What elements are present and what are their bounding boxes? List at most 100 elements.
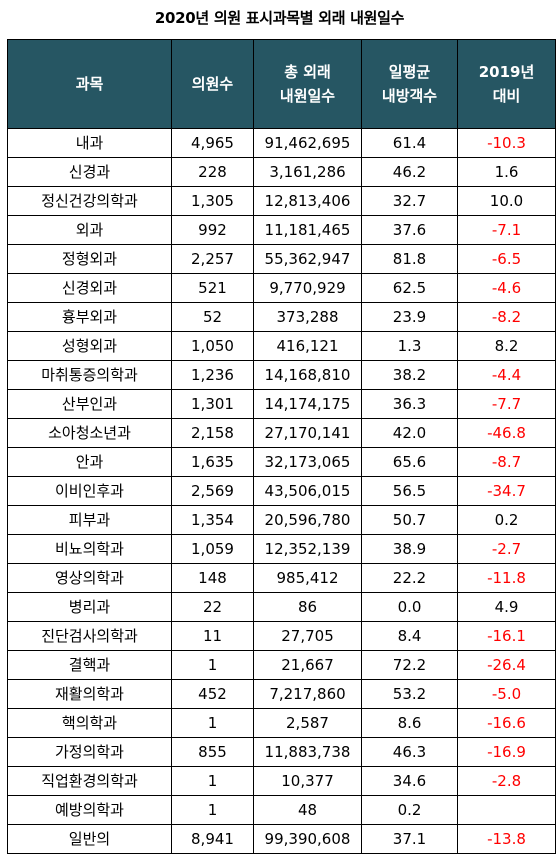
cell-vs2019: -8.7 xyxy=(457,447,556,477)
table-title: 2020년 의원 표시과목별 외래 내원일수 xyxy=(154,9,405,27)
cell-clinics: 8,941 xyxy=(171,824,254,854)
cell-vs2019: -4.6 xyxy=(457,273,556,303)
cell-daily-avg: 38.9 xyxy=(361,534,458,564)
cell-vs2019: -11.8 xyxy=(457,563,556,593)
cell-vs2019: -2.7 xyxy=(457,534,556,564)
cell-total-days: 27,705 xyxy=(253,621,362,651)
cell-total-days: 373,288 xyxy=(253,302,362,332)
cell-vs2019: -16.9 xyxy=(457,737,556,767)
cell-subject: 소아청소년과 xyxy=(7,418,172,448)
header-daily-avg-line-1: 일평균 xyxy=(388,63,431,81)
cell-vs2019 xyxy=(457,795,556,825)
cell-clinics: 521 xyxy=(171,273,254,303)
table-row: 마취통증의학과 1,236 14,168,810 38.2 -4.4 xyxy=(7,360,556,390)
cell-clinics: 1,059 xyxy=(171,534,254,564)
cell-vs2019: -7.7 xyxy=(457,389,556,419)
table-row: 영상의학과 148 985,412 22.2 -11.8 xyxy=(7,563,556,593)
cell-clinics: 2,569 xyxy=(171,476,254,506)
header-subject-line: 과목 xyxy=(75,75,104,93)
table-row: 외과 992 11,181,465 37.6 -7.1 xyxy=(7,215,556,245)
header-vs2019-line-1: 2019년 xyxy=(478,63,535,81)
cell-clinics: 148 xyxy=(171,563,254,593)
cell-total-days: 43,506,015 xyxy=(253,476,362,506)
cell-total-days: 12,813,406 xyxy=(253,186,362,216)
cell-subject: 일반의 xyxy=(7,824,172,854)
header-total-days: 총 외래 내원일수 xyxy=(253,39,362,129)
cell-clinics: 228 xyxy=(171,157,254,187)
cell-daily-avg: 0.2 xyxy=(361,795,458,825)
header-clinics-line: 의원수 xyxy=(191,75,234,93)
cell-clinics: 1,354 xyxy=(171,505,254,535)
cell-total-days: 11,181,465 xyxy=(253,215,362,245)
table-row: 산부인과 1,301 14,174,175 36.3 -7.7 xyxy=(7,389,556,419)
cell-subject: 직업환경의학과 xyxy=(7,766,172,796)
cell-subject: 가정의학과 xyxy=(7,737,172,767)
table-row: 직업환경의학과 1 10,377 34.6 -2.8 xyxy=(7,766,556,796)
header-total-days-line-2: 내원일수 xyxy=(279,87,336,105)
cell-vs2019: 10.0 xyxy=(457,186,556,216)
cell-total-days: 21,667 xyxy=(253,650,362,680)
cell-daily-avg: 1.3 xyxy=(361,331,458,361)
cell-vs2019: -34.7 xyxy=(457,476,556,506)
cell-subject: 결핵과 xyxy=(7,650,172,680)
cell-total-days: 48 xyxy=(253,795,362,825)
cell-daily-avg: 56.5 xyxy=(361,476,458,506)
cell-subject: 외과 xyxy=(7,215,172,245)
header-vs2019-line-2: 대비 xyxy=(492,87,521,105)
cell-subject: 정신건강의학과 xyxy=(7,186,172,216)
cell-vs2019: -16.1 xyxy=(457,621,556,651)
table-row: 성형외과 1,050 416,121 1.3 8.2 xyxy=(7,331,556,361)
cell-vs2019: 4.9 xyxy=(457,592,556,622)
cell-clinics: 52 xyxy=(171,302,254,332)
cell-daily-avg: 61.4 xyxy=(361,128,458,158)
cell-clinics: 1 xyxy=(171,795,254,825)
cell-total-days: 10,377 xyxy=(253,766,362,796)
cell-daily-avg: 46.3 xyxy=(361,737,458,767)
cell-subject: 병리과 xyxy=(7,592,172,622)
cell-daily-avg: 81.8 xyxy=(361,244,458,274)
cell-daily-avg: 22.2 xyxy=(361,563,458,593)
table-row: 가정의학과 855 11,883,738 46.3 -16.9 xyxy=(7,737,556,767)
header-total-days-line-1: 총 외래 xyxy=(284,63,331,81)
cell-total-days: 91,462,695 xyxy=(253,128,362,158)
cell-daily-avg: 53.2 xyxy=(361,679,458,709)
cell-vs2019: -46.8 xyxy=(457,418,556,448)
cell-total-days: 2,587 xyxy=(253,708,362,738)
table-row: 안과 1,635 32,173,065 65.6 -8.7 xyxy=(7,447,556,477)
table-row: 이비인후과 2,569 43,506,015 56.5 -34.7 xyxy=(7,476,556,506)
cell-total-days: 14,168,810 xyxy=(253,360,362,390)
header-row: 과목 의원수 총 외래 내원일수 일평균 내방객수 2019년 대비 xyxy=(7,39,556,129)
cell-clinics: 22 xyxy=(171,592,254,622)
cell-vs2019: -10.3 xyxy=(457,128,556,158)
cell-subject: 흉부외과 xyxy=(7,302,172,332)
table-row: 내과 4,965 91,462,695 61.4 -10.3 xyxy=(7,128,556,158)
table-row: 결핵과 1 21,667 72.2 -26.4 xyxy=(7,650,556,680)
cell-subject: 재활의학과 xyxy=(7,679,172,709)
cell-daily-avg: 32.7 xyxy=(361,186,458,216)
cell-daily-avg: 0.0 xyxy=(361,592,458,622)
table-row: 신경과 228 3,161,286 46.2 1.6 xyxy=(7,157,556,187)
cell-clinics: 452 xyxy=(171,679,254,709)
table-body: 내과 4,965 91,462,695 61.4 -10.3 신경과 228 3,161,28… xyxy=(7,128,556,854)
cell-total-days: 3,161,286 xyxy=(253,157,362,187)
cell-daily-avg: 36.3 xyxy=(361,389,458,419)
cell-vs2019: 0.2 xyxy=(457,505,556,535)
cell-clinics: 1,050 xyxy=(171,331,254,361)
cell-clinics: 1,236 xyxy=(171,360,254,390)
cell-daily-avg: 37.6 xyxy=(361,215,458,245)
table-row: 정신건강의학과 1,305 12,813,406 32.7 10.0 xyxy=(7,186,556,216)
cell-total-days: 416,121 xyxy=(253,331,362,361)
cell-daily-avg: 37.1 xyxy=(361,824,458,854)
cell-vs2019: -7.1 xyxy=(457,215,556,245)
cell-total-days: 12,352,139 xyxy=(253,534,362,564)
table-row: 정형외과 2,257 55,362,947 81.8 -6.5 xyxy=(7,244,556,274)
cell-vs2019: -2.8 xyxy=(457,766,556,796)
cell-subject: 피부과 xyxy=(7,505,172,535)
cell-total-days: 14,174,175 xyxy=(253,389,362,419)
outpatient-visits-table: 과목 의원수 총 외래 내원일수 일평균 내방객수 2019년 대비 xyxy=(7,39,556,854)
cell-clinics: 1,301 xyxy=(171,389,254,419)
cell-clinics: 1,305 xyxy=(171,186,254,216)
cell-subject: 핵의학과 xyxy=(7,708,172,738)
cell-vs2019: -13.8 xyxy=(457,824,556,854)
table-row: 일반의 8,941 99,390,608 37.1 -13.8 xyxy=(7,824,556,854)
